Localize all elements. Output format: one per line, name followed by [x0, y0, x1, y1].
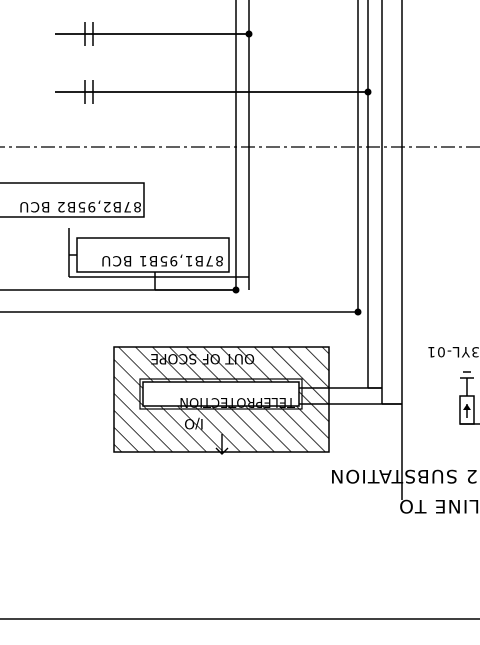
teleprotection-box [142, 381, 300, 407]
bcu-box-2 [76, 237, 230, 273]
teleprotection-label: TELEPROTECTION [179, 394, 296, 409]
junction-dot [232, 286, 240, 294]
ct-tag-label: 3YL-01 [426, 343, 480, 359]
io-label: I/O [184, 415, 204, 431]
bcu-box-1 [0, 182, 145, 218]
substation-label: 2 SUBSTATION [329, 465, 478, 487]
bcu-label-2: 87B1,95B1 BCU [100, 252, 224, 268]
bcu-label-1: 87B2,95B2 BCU [18, 198, 142, 214]
junction-dot [354, 308, 362, 316]
out-of-scope-label: OUT OF SCOPE [150, 350, 255, 366]
line-to-label: LINE TO [398, 495, 480, 517]
io-arrow-icon [215, 434, 229, 455]
